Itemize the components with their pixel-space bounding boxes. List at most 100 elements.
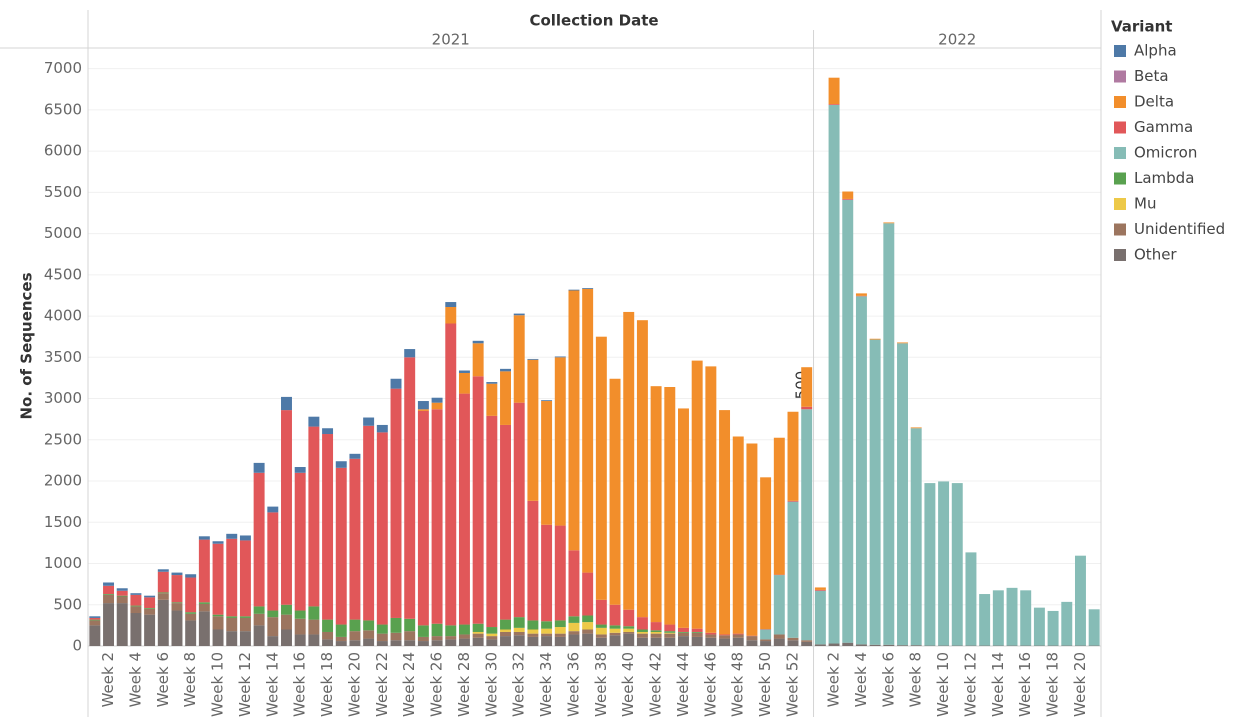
bar-segment [267, 506, 279, 513]
bar-segment [171, 610, 183, 646]
bar-segment [650, 631, 662, 634]
y-tick-label: 3500 [44, 348, 82, 366]
legend-swatch [1114, 45, 1126, 57]
x-tick-label: Week 12 [961, 652, 979, 717]
bar-segment [814, 587, 826, 590]
x-tick-label: Week 46 [701, 652, 719, 717]
bar-segment [732, 637, 744, 646]
bar-segment [636, 637, 648, 646]
legend-swatch [1114, 223, 1126, 236]
y-tick-label: 4500 [44, 265, 82, 283]
bar-segment [363, 638, 375, 646]
bar-segment [404, 349, 416, 358]
legend-label: Unidentified [1134, 220, 1225, 238]
bar-segment [513, 617, 525, 628]
x-tick-label: Week 14 [263, 652, 281, 717]
x-tick-label: Week 16 [1016, 652, 1034, 717]
x-tick-label: Week 4 [126, 652, 144, 707]
bar-segment [130, 613, 142, 646]
bar-segment [89, 616, 101, 618]
bar-segment [691, 636, 703, 646]
x-tick-label: Week 36 [564, 652, 582, 717]
bar-segment [431, 636, 443, 641]
x-tick-label: Week 12 [236, 652, 254, 717]
bar-segment [595, 634, 607, 638]
bar-segment [828, 104, 840, 105]
bar-segment [294, 610, 306, 619]
bar-segment [89, 619, 101, 621]
bar-segment [500, 631, 511, 637]
bar-segment [431, 640, 443, 646]
bar-segment [281, 604, 292, 615]
x-tick-label: Week 38 [592, 652, 610, 717]
legend-swatch [1114, 70, 1126, 83]
bar-segment [541, 400, 553, 402]
x-tick-label: Week 50 [756, 652, 774, 717]
bar-segment [239, 631, 251, 646]
bar-segment [185, 613, 197, 621]
x-tick-label: Week 4 [852, 652, 870, 707]
bar-segment [500, 424, 511, 620]
bar-segment [691, 631, 703, 633]
bar-segment [335, 636, 347, 642]
bar-segment [554, 525, 566, 621]
bar-segment [363, 620, 375, 631]
bar-segment [458, 370, 470, 373]
bar-segment [568, 616, 580, 623]
x-tick-label: Week 52 [783, 652, 801, 717]
bar-segment [308, 426, 320, 607]
bar-segment [773, 575, 785, 635]
bar-segment [486, 415, 498, 628]
bar-segment [185, 620, 197, 646]
bar-segment [814, 590, 826, 645]
bar-segment [322, 619, 334, 632]
bar-segment [390, 617, 402, 633]
bar-segment [431, 409, 443, 624]
legend-swatch [1114, 121, 1126, 134]
bar-segment [486, 636, 498, 640]
bar-segment [664, 637, 676, 646]
bar-segment [595, 336, 607, 600]
bar-segment [650, 633, 662, 638]
x-tick-label: Week 2 [99, 652, 117, 707]
x-tick-label: Week 34 [537, 652, 555, 717]
bar-segment [814, 589, 826, 591]
bar-segment [89, 617, 101, 620]
bar-segment [541, 401, 553, 525]
y-tick-label: 2000 [44, 472, 82, 490]
bar-segment [404, 631, 416, 641]
bar-segment [924, 483, 936, 646]
bar-segment [417, 636, 429, 642]
bar-segment [376, 633, 388, 642]
bar-segment [678, 636, 689, 646]
x-tick-label: Week 6 [154, 652, 172, 707]
bar-segment [951, 483, 963, 646]
x-tick-label: Week 42 [647, 652, 665, 717]
bar-segment [486, 633, 498, 637]
bar-segment [527, 500, 539, 621]
bar-segment [678, 632, 689, 637]
legend-title: Variant [1111, 18, 1172, 36]
bar-segment [404, 357, 416, 619]
bar-segment [185, 577, 197, 613]
bar-segment [513, 631, 525, 636]
bar-segment [828, 104, 840, 644]
bar-segment [965, 552, 977, 646]
bar-segment [486, 639, 498, 646]
bar-segment [500, 371, 511, 425]
bar-segment [869, 338, 881, 340]
bar-segment [568, 290, 580, 551]
bar-segment [609, 632, 621, 636]
x-tick-label: Week 14 [989, 652, 1007, 717]
bar-segment [198, 603, 210, 612]
bar-segment [650, 386, 662, 623]
bar-segment [281, 396, 292, 411]
bar-segment [239, 535, 251, 541]
bar-segment [130, 594, 142, 606]
bar-segment [431, 402, 443, 410]
bar-segment [294, 472, 306, 611]
bar-segment [554, 620, 566, 628]
bar-segment [116, 596, 128, 604]
bar-segment [157, 569, 169, 572]
bar-segment [281, 629, 292, 646]
